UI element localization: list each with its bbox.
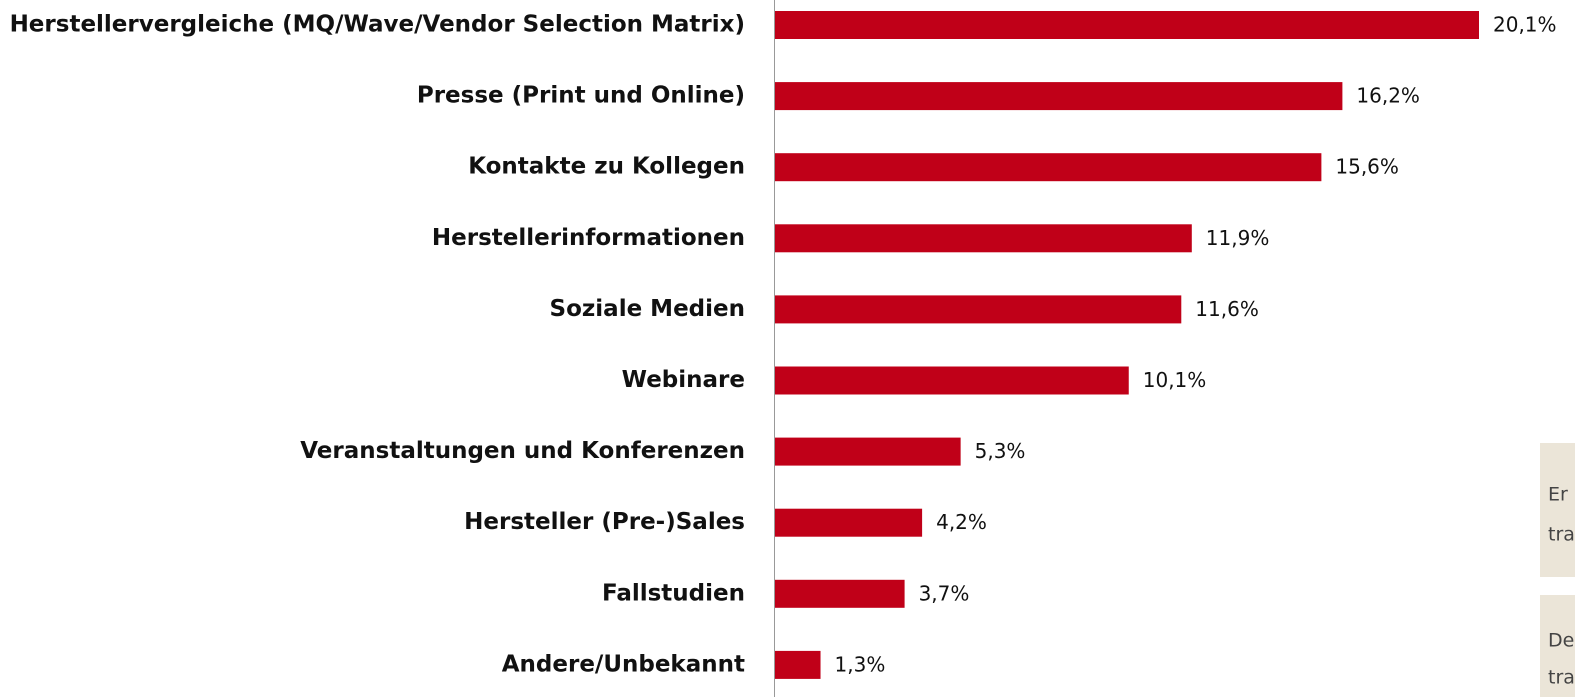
- category-label: Soziale Medien: [550, 296, 745, 322]
- category-label: Hersteller (Pre-)Sales: [464, 509, 745, 535]
- category-label: Webinare: [622, 367, 745, 393]
- category-label: Presse (Print und Online): [417, 83, 745, 109]
- category-label: Herstellervergleiche (MQ/Wave/Vendor Sel…: [10, 12, 745, 38]
- bar: [775, 650, 821, 679]
- value-label: 16,2%: [1356, 84, 1420, 108]
- value-label: 11,6%: [1195, 297, 1259, 321]
- value-label: 11,9%: [1206, 226, 1270, 250]
- category-label: Kontakte zu Kollegen: [468, 154, 745, 180]
- bar: [775, 82, 1343, 111]
- value-label: 1,3%: [835, 652, 886, 676]
- bar: [775, 153, 1322, 182]
- category-label: Andere/Unbekannt: [502, 651, 745, 677]
- category-label: Herstellerinformationen: [432, 225, 745, 251]
- note-text: Er: [1548, 484, 1568, 506]
- note-box: [1540, 443, 1575, 577]
- value-label: 15,6%: [1335, 155, 1399, 179]
- bar: [775, 437, 961, 466]
- value-label: 20,1%: [1493, 13, 1557, 37]
- bar: [775, 11, 1479, 39]
- bar: [775, 579, 905, 608]
- category-label: Fallstudien: [602, 580, 745, 606]
- bar: [775, 295, 1182, 324]
- category-label: Veranstaltungen und Konferenzen: [300, 438, 745, 464]
- value-label: 4,2%: [936, 510, 987, 534]
- value-label: 5,3%: [975, 439, 1026, 463]
- bar: [775, 508, 923, 537]
- value-label: 3,7%: [919, 581, 970, 605]
- note-box: [1540, 595, 1575, 697]
- bar: [775, 224, 1192, 253]
- note-text: De: [1548, 630, 1574, 652]
- value-label: 10,1%: [1143, 368, 1207, 392]
- bar: [775, 366, 1129, 395]
- note-text: tra: [1548, 524, 1575, 546]
- note-text: tra: [1548, 667, 1575, 689]
